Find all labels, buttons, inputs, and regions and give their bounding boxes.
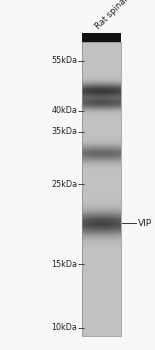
Text: 40kDa: 40kDa <box>52 106 78 115</box>
Text: Rat spinal cord: Rat spinal cord <box>93 0 144 32</box>
Text: 35kDa: 35kDa <box>51 127 78 136</box>
Bar <box>82 33 121 42</box>
Text: VIP: VIP <box>138 219 152 228</box>
Text: 25kDa: 25kDa <box>51 180 78 189</box>
Bar <box>82 42 121 336</box>
Text: 15kDa: 15kDa <box>51 260 78 269</box>
Text: 55kDa: 55kDa <box>51 56 78 65</box>
Text: 10kDa: 10kDa <box>52 323 78 332</box>
